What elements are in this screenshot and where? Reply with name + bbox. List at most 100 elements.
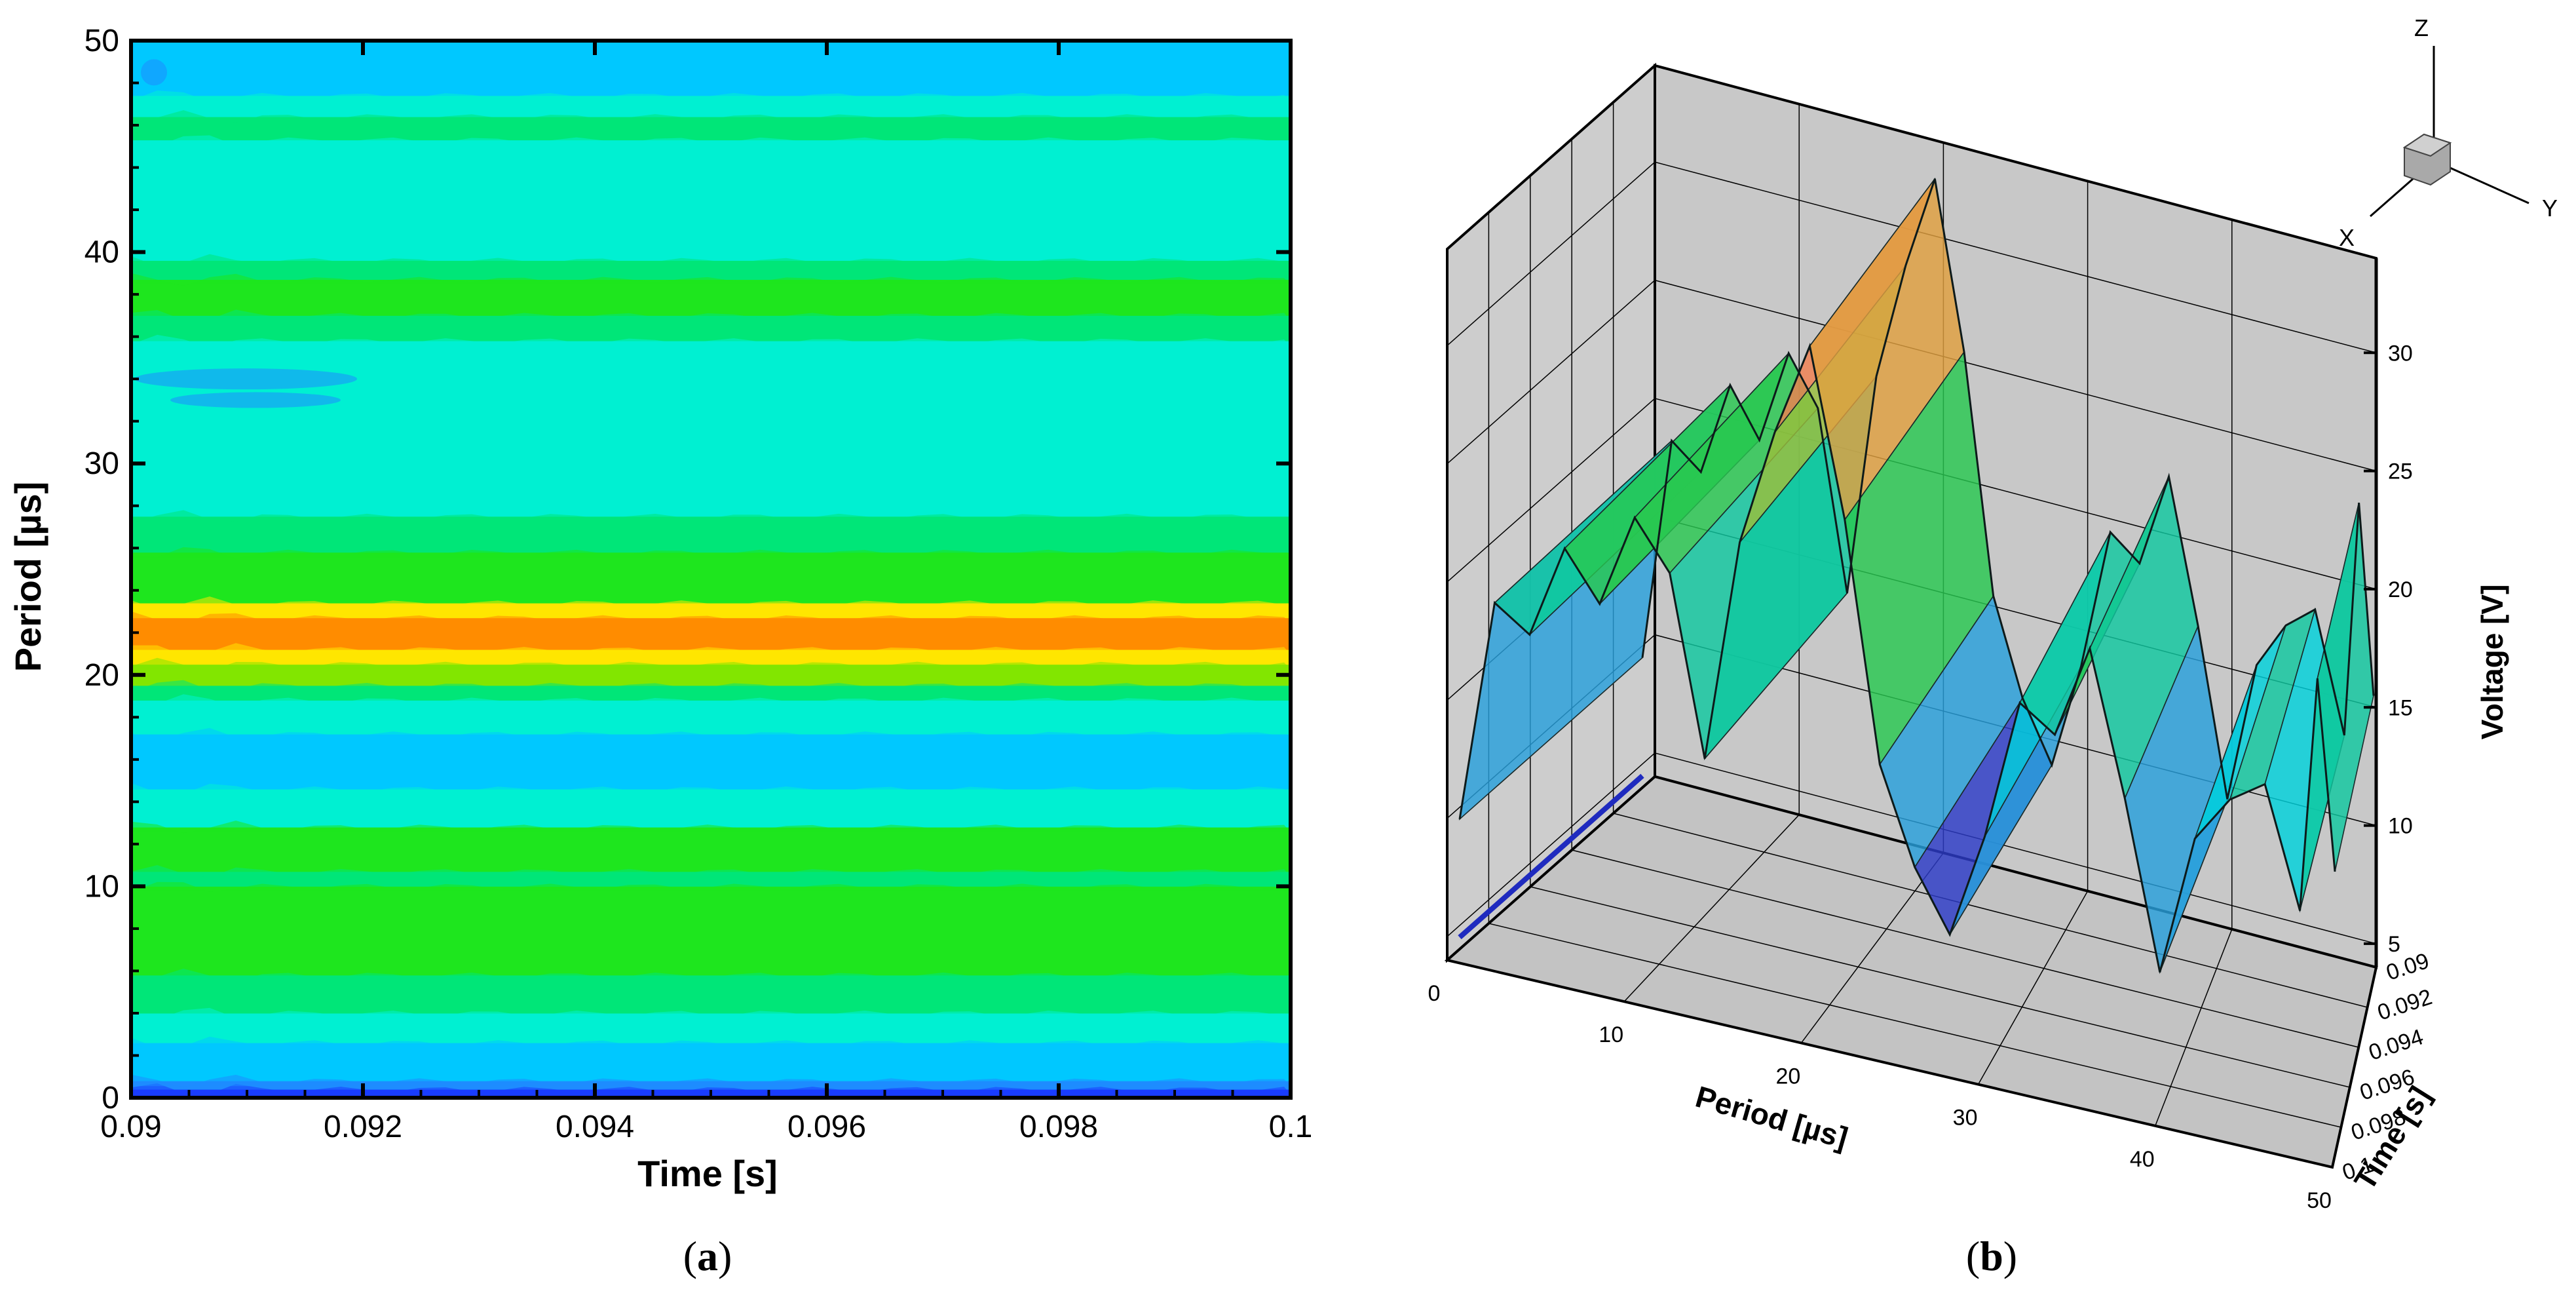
- x-tick-label: 0.096: [787, 1110, 866, 1144]
- heatmap-band-25: [131, 41, 1291, 96]
- period-tick-label: 40: [2130, 1147, 2155, 1172]
- time-tick-label: 0.092: [2374, 984, 2435, 1025]
- floor-grid-line-period: [1447, 776, 1656, 961]
- floor-grid-line-period: [1977, 891, 2089, 1085]
- z-tick-label: 10: [2388, 814, 2413, 839]
- band-edge-streak-8: [131, 821, 1291, 834]
- period-tick-label: 20: [1775, 1064, 1800, 1089]
- heatmap-band-20: [131, 279, 1291, 316]
- z-tick-label: 20: [2388, 577, 2413, 602]
- period-axis-ticks: 0 10 20 30 40 50: [1428, 981, 2332, 1213]
- y-tick-label: 10: [85, 869, 119, 904]
- band-edge-streak-15: [131, 611, 1291, 624]
- z-tick-label: 30: [2388, 341, 2413, 366]
- z-tick-label: 15: [2388, 695, 2413, 720]
- band-edge-streak-17: [131, 547, 1291, 559]
- band-edge-streak-22: [131, 254, 1291, 267]
- heatmap-band-5: [131, 886, 1291, 976]
- z-tick-label: 25: [2388, 459, 2413, 484]
- band-edge-streak-9: [131, 783, 1291, 795]
- heatmap-band-2: [131, 1043, 1291, 1081]
- floor-grid-line-time: [1447, 959, 2333, 1168]
- z-axis-ticks: 5 10 15 20 25 30: [2364, 341, 2413, 957]
- band-edge-streak-3: [131, 1036, 1291, 1049]
- heatmap-band-16: [131, 552, 1291, 604]
- y-tick-label: 0: [102, 1081, 119, 1115]
- left-wall-grid-line: [1447, 161, 1656, 346]
- x-tick-label: 0.09: [100, 1110, 161, 1144]
- z-tick-label: 5: [2388, 932, 2400, 957]
- band-edge-streak-25: [131, 90, 1291, 102]
- period-tick-label: 0: [1428, 981, 1441, 1006]
- band-edge-streak-7: [131, 864, 1291, 878]
- surface-base-edge: [1458, 773, 1644, 940]
- period-tick-label: 50: [2307, 1188, 2332, 1213]
- caption-b-letter: b: [1980, 1233, 2003, 1279]
- floor-grid-line-period: [2155, 929, 2233, 1127]
- floor-grid-line-time: [1530, 886, 2350, 1088]
- heatmap-detail-streaks: [131, 59, 1291, 1095]
- period-tick-label: 10: [1599, 1022, 1623, 1047]
- orientation-triad: X Y Z: [2339, 14, 2558, 251]
- x-tick-label: 0.094: [556, 1110, 634, 1144]
- caption-a-letter: a: [697, 1233, 718, 1279]
- triad-z-label: Z: [2414, 14, 2429, 41]
- band-edge-streak-4: [131, 1007, 1291, 1020]
- floor-grid-line-time: [1572, 849, 2359, 1048]
- y-tick-label: 20: [85, 658, 119, 693]
- floor-grid-line-period: [1800, 852, 1944, 1043]
- band-edge-streak-14: [131, 643, 1291, 655]
- panel-b-3d-surface: 5 10 15 20 25 30 0 10 20 30 40 50 0.090.0920.0940.…: [1428, 14, 2558, 1279]
- heatmap-band-18: [131, 341, 1291, 517]
- heatmap-band-14: [131, 617, 1291, 650]
- heatmap-band-22: [131, 140, 1291, 261]
- band-edge-streak-12: [131, 680, 1291, 692]
- band-edge-streak-13: [131, 657, 1291, 671]
- band-edge-streak-16: [131, 596, 1291, 610]
- left-wall-grid-line: [1447, 752, 1656, 937]
- x-tick-label: 0.1: [1269, 1110, 1313, 1144]
- y-tick-label: 30: [85, 446, 119, 481]
- back-wall-grid-line: [1654, 161, 2377, 353]
- heatmap-band-10: [131, 700, 1291, 735]
- voltage-axis-title: Voltage [V]: [2475, 585, 2509, 740]
- back-wall-grid-line: [1654, 279, 2377, 472]
- x-tick-label: 0.098: [1019, 1110, 1098, 1144]
- y-tick-label: 50: [85, 24, 119, 58]
- band-edge-streak-11: [131, 694, 1291, 707]
- heatmap-band-7: [131, 827, 1291, 872]
- band-edge-streak-18: [131, 510, 1291, 523]
- floor-grid-line-time: [1613, 813, 2368, 1008]
- edge-blob-2: [141, 59, 167, 86]
- heatmap-bands: [131, 41, 1291, 1098]
- band-edge-streak-5: [131, 968, 1291, 982]
- caption-b: (b): [1966, 1233, 2017, 1279]
- voltage-surface: [1458, 177, 2375, 975]
- y-axis-title-a: Period [µs]: [7, 482, 48, 672]
- edge-blob-0: [134, 368, 357, 390]
- band-edge-streak-6: [131, 881, 1291, 893]
- band-edge-streak-19: [131, 334, 1291, 348]
- x-axis-ticks-a: 0.09 0.092 0.094 0.096 0.098 0.1: [100, 41, 1312, 1144]
- back-wall-grid-line: [1654, 752, 2377, 944]
- panel-a-heatmap: 0.09 0.092 0.094 0.096 0.098 0.1 01020304050 …: [7, 24, 1312, 1279]
- floor-grid-line-time: [1488, 923, 2341, 1128]
- y-tick-label: 40: [85, 235, 119, 270]
- triad-x-label: X: [2339, 224, 2355, 251]
- x-axis-title-a: Time [s]: [637, 1153, 778, 1194]
- band-edge-streak-24: [131, 110, 1291, 123]
- period-tick-label: 30: [1953, 1106, 1978, 1131]
- x-tick-label: 0.092: [324, 1110, 402, 1144]
- band-edge-streak-2: [131, 1074, 1291, 1088]
- floor-grid-line-period: [1623, 814, 1800, 1002]
- y-axis-ticks-a: 0 10 20 30 40 50: [85, 24, 1291, 1115]
- edge-blob-1: [170, 392, 341, 408]
- band-edge-streak-10: [131, 727, 1291, 741]
- time-tick-label: 0.094: [2366, 1024, 2427, 1065]
- heatmap-band-4: [131, 975, 1291, 1014]
- band-edge-streak-20: [131, 309, 1291, 321]
- left-wall-grid-line: [1447, 280, 1656, 465]
- left-wall-grid-line: [1447, 398, 1656, 583]
- floor-grid-line-period: [2332, 967, 2377, 1168]
